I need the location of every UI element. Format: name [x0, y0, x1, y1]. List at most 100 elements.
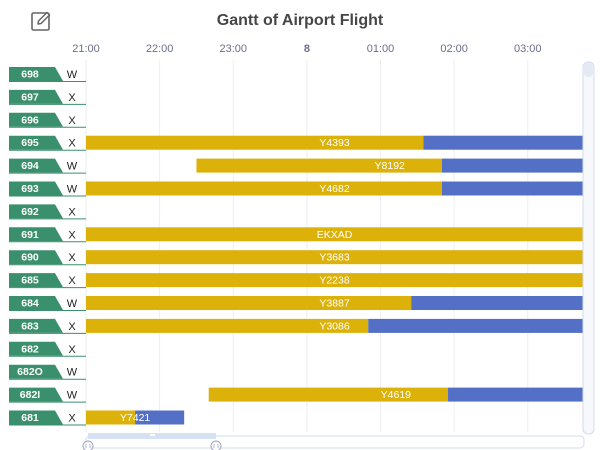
flight-bar-label: Y3887: [319, 298, 350, 310]
scrollbar-handle-right[interactable]: [210, 440, 222, 450]
gate-label: 695: [21, 137, 39, 149]
gate-type-label: X: [68, 92, 76, 104]
gate-type-label: X: [68, 115, 76, 127]
gate-tag: [9, 89, 63, 104]
gate-type-label: X: [68, 344, 76, 356]
flight-bar-segment-primary[interactable]: [86, 296, 412, 310]
gantt-row: 698 W: [9, 67, 86, 82]
flight-bar-label: Y7421: [120, 412, 151, 424]
flight-bar-segment-primary[interactable]: [208, 387, 449, 402]
flight-bar-label: Y3683: [319, 252, 350, 264]
gate-type-label: X: [68, 275, 76, 287]
x-tick-label: 02:00: [440, 43, 468, 55]
gate-label: 697: [21, 91, 39, 103]
gantt-row: 694 W Y8192: [9, 158, 583, 174]
gantt-row: 684 W Y3887: [9, 296, 583, 311]
edit-icon[interactable]: [31, 11, 51, 31]
gate-tag: [9, 341, 63, 356]
x-axis-ticks: 21:00 22:00 23:00 8 01:00 02:00 03:00: [72, 43, 541, 55]
flight-bar-segment-secondary[interactable]: [441, 181, 583, 196]
gate-tag: [9, 181, 63, 196]
gantt-row: 682I W Y4619: [9, 387, 583, 403]
gate-tag: [9, 204, 63, 219]
gate-type-label: W: [67, 298, 78, 310]
x-tick-label: 01:00: [367, 43, 395, 55]
gate-tag: [9, 67, 63, 81]
scrollbar-handle-left[interactable]: [82, 440, 94, 450]
grid-lines: [85, 60, 529, 432]
gantt-row: 690 X Y3683: [9, 250, 583, 266]
x-tick-label: 8: [304, 43, 310, 55]
x-tick-label: 22:00: [146, 43, 174, 55]
gate-tag: [9, 318, 63, 333]
flight-bar-segment-primary[interactable]: [196, 158, 442, 173]
flight-bar-segment-primary[interactable]: [86, 227, 583, 242]
gate-tag: [9, 158, 63, 173]
gate-tag: [9, 250, 63, 265]
gantt-row: 682O W: [9, 364, 86, 380]
flight-bar-label: Y8192: [375, 160, 406, 172]
gate-label: 692: [21, 206, 39, 218]
gate-label: 682O: [17, 366, 43, 378]
flight-bar-segment-secondary[interactable]: [448, 387, 583, 402]
gantt-row: 696 X: [9, 112, 86, 128]
gate-label: 681: [21, 412, 39, 424]
flight-bar-segment-primary[interactable]: [86, 273, 583, 288]
flight-bar-label: Y2238: [319, 275, 350, 287]
gate-tag: [9, 273, 63, 288]
flight-bar-segment-primary[interactable]: [86, 135, 424, 150]
gate-type-label: X: [68, 252, 76, 264]
gantt-row: 682 X: [9, 341, 86, 357]
gate-label: 694: [21, 160, 39, 172]
gate-tag: [9, 296, 63, 310]
flight-bar-segment-secondary[interactable]: [441, 158, 583, 173]
flight-bar-segment-primary[interactable]: [86, 250, 583, 265]
x-tick-label: 03:00: [514, 43, 542, 55]
gate-label: 682: [21, 343, 39, 355]
vertical-scrollbar[interactable]: [582, 61, 595, 435]
flight-bar-segment-primary[interactable]: [86, 410, 136, 425]
gate-label: 693: [21, 183, 39, 195]
flight-bar-segment-secondary[interactable]: [423, 135, 583, 150]
gate-type-label: W: [67, 69, 78, 81]
gantt-row: 691 X EKXAD: [9, 227, 583, 243]
gate-type-label: W: [67, 390, 78, 402]
gate-label: 696: [21, 114, 39, 126]
flight-bar-segment-secondary[interactable]: [135, 410, 185, 425]
vertical-scrollbar-handle[interactable]: [584, 63, 593, 77]
flight-bar-segment-secondary[interactable]: [368, 318, 583, 333]
gate-tag: [9, 227, 63, 242]
chart-title: Gantt of Airport Flight: [217, 12, 384, 29]
flight-bar-segment-primary[interactable]: [86, 181, 442, 196]
flight-bar-label: Y4393: [319, 137, 350, 149]
gate-label: 690: [21, 252, 39, 264]
gate-label: 683: [21, 320, 39, 332]
x-tick-label: 21:00: [72, 43, 100, 55]
gate-type-label: X: [68, 413, 76, 425]
gantt-row: 693 W Y4682: [9, 181, 583, 197]
gate-type-label: X: [68, 321, 76, 333]
gate-tag: [9, 135, 63, 150]
gate-label: 698: [21, 69, 39, 81]
gate-type-label: W: [67, 367, 78, 379]
flight-bar-label: Y4619: [381, 389, 412, 401]
gate-type-label: W: [67, 161, 78, 173]
flight-bar-segment-secondary[interactable]: [411, 296, 583, 310]
flight-bar-label: EKXAD: [317, 229, 353, 241]
horizontal-scrollbar[interactable]: [82, 433, 585, 450]
gantt-row: 685 X Y2238: [9, 273, 583, 289]
gate-type-label: X: [68, 206, 76, 218]
gate-tag: [9, 387, 63, 402]
gantt-row: 697 X: [9, 89, 86, 105]
flight-bar-label: Y4682: [319, 183, 350, 195]
gate-type-label: X: [68, 138, 76, 150]
gate-label: 691: [21, 229, 39, 241]
gantt-row: 692 X: [9, 204, 86, 220]
gate-tag: [9, 410, 63, 425]
gate-label: 684: [21, 298, 39, 310]
gantt-row: 695 X Y4393: [9, 135, 583, 151]
gantt-row: 683 X Y3086: [9, 318, 583, 334]
flight-bar-segment-primary[interactable]: [86, 318, 369, 333]
